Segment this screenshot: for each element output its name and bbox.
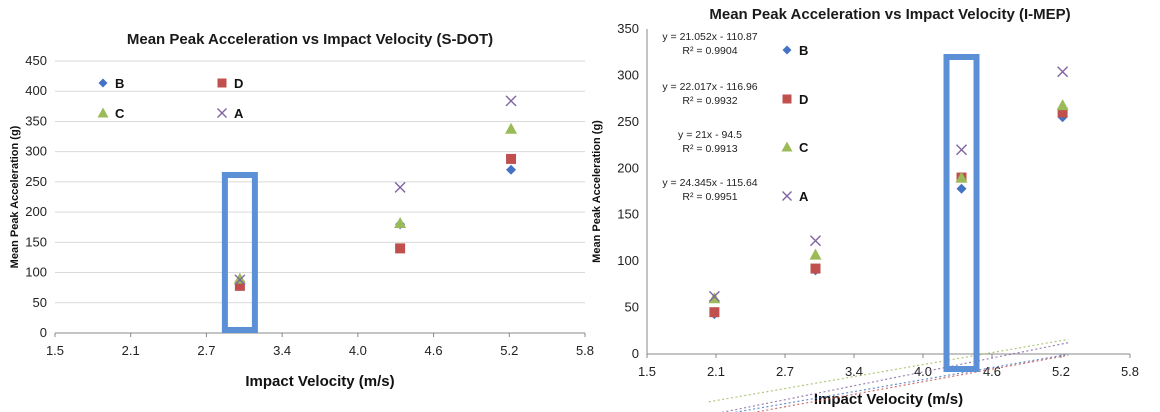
y-tick-label: 300	[25, 144, 47, 159]
legend-marker-A	[782, 191, 792, 201]
data-point-D	[709, 307, 720, 318]
trendline-r2: R² = 0.9932	[682, 95, 737, 107]
x-tick-label: 2.1	[122, 343, 140, 358]
data-point-C	[708, 292, 721, 304]
chart-panel-0: Mean Peak Acceleration vs Impact Velocit…	[9, 31, 594, 390]
y-tick-label: 100	[617, 253, 639, 268]
y-tick-label: 200	[25, 204, 47, 219]
x-tick-label: 4.6	[425, 343, 443, 358]
data-point-A	[708, 290, 720, 302]
data-point-C	[233, 272, 246, 284]
x-tick-label: 1.5	[638, 364, 656, 379]
x-tick-label: 3.4	[845, 364, 863, 379]
legend-marker-B	[98, 78, 108, 88]
y-tick-label: 50	[33, 295, 47, 310]
chart-title: Mean Peak Acceleration vs Impact Velocit…	[709, 6, 1070, 23]
y-tick-label: 250	[25, 174, 47, 189]
data-point-D	[234, 280, 245, 291]
equation-box	[658, 174, 766, 204]
data-point-C	[1056, 99, 1069, 111]
chart-title: Mean Peak Acceleration vs Impact Velocit…	[127, 31, 493, 48]
y-tick-label: 150	[25, 234, 47, 249]
x-axis-label: Impact Velocity (m/s)	[245, 373, 394, 390]
trendline-equation: y = 21.052x - 110.87	[662, 31, 757, 43]
equation-box	[658, 28, 766, 58]
y-tick-label: 350	[25, 113, 47, 128]
data-point-C	[809, 248, 822, 260]
y-tick-label: 350	[617, 21, 639, 36]
x-tick-label: 5.8	[576, 343, 594, 358]
legend-marker-C	[97, 107, 109, 118]
trendline-r2: R² = 0.9951	[682, 191, 737, 203]
y-axis-label: Mean Peak Acceleration (g)	[591, 120, 603, 263]
data-point-A	[1057, 66, 1069, 78]
y-tick-label: 300	[617, 67, 639, 82]
legend-marker-A	[217, 108, 227, 118]
y-axis-label: Mean Peak Acceleration (g)	[9, 125, 21, 268]
x-tick-label: 3.4	[273, 343, 291, 358]
legend-label: D	[799, 92, 808, 107]
data-point-C	[955, 171, 968, 183]
y-tick-label: 0	[40, 325, 47, 340]
data-point-D	[810, 263, 821, 274]
x-tick-label: 4.0	[914, 364, 932, 379]
data-point-B	[506, 164, 517, 175]
x-tick-label: 2.1	[707, 364, 725, 379]
trendline-equation: y = 24.345x - 115.64	[662, 177, 757, 189]
legend-label: C	[115, 106, 125, 121]
x-tick-label: 5.8	[1121, 364, 1139, 379]
data-point-C	[505, 122, 518, 134]
legend-marker-D	[217, 78, 227, 88]
y-tick-label: 0	[632, 346, 639, 361]
data-point-D	[506, 153, 517, 164]
legend-label: C	[799, 140, 809, 155]
x-tick-label: 2.7	[197, 343, 215, 358]
data-point-A	[505, 95, 517, 107]
y-tick-label: 100	[25, 265, 47, 280]
x-tick-label: 1.5	[46, 343, 64, 358]
data-point-C	[394, 216, 407, 228]
y-tick-label: 450	[25, 53, 47, 68]
x-tick-label: 5.2	[1052, 364, 1070, 379]
y-tick-label: 150	[617, 207, 639, 222]
data-point-A	[956, 144, 968, 156]
highlight-box	[221, 172, 258, 333]
x-axis-label: Impact Velocity (m/s)	[814, 391, 963, 408]
legend-label: B	[115, 76, 124, 91]
data-point-B	[956, 183, 967, 194]
x-tick-label: 5.2	[500, 343, 518, 358]
legend-label: A	[234, 106, 244, 121]
data-point-D	[395, 243, 406, 254]
trendline-r2: R² = 0.9904	[682, 45, 737, 57]
legend-label: B	[799, 43, 808, 58]
y-tick-label: 200	[617, 160, 639, 175]
data-point-A	[394, 181, 406, 193]
y-tick-label: 250	[617, 114, 639, 129]
legend-marker-C	[781, 141, 793, 152]
trendline-equation: y = 21x - 94.5	[678, 129, 742, 141]
equation-box	[658, 126, 766, 156]
data-point-D	[1057, 107, 1068, 118]
legend-label: A	[799, 189, 809, 204]
trendline-r2: R² = 0.9913	[682, 143, 737, 155]
chart-panel-1: Mean Peak Acceleration vs Impact Velocit…	[591, 6, 1139, 412]
data-point-A	[234, 274, 246, 286]
x-tick-label: 2.7	[776, 364, 794, 379]
trendline-equation: y = 22.017x - 116.96	[662, 81, 757, 93]
legend-marker-B	[782, 45, 792, 55]
highlight-box	[943, 54, 980, 372]
data-point-A	[809, 235, 821, 247]
x-tick-label: 4.0	[349, 343, 367, 358]
legend-label: D	[234, 76, 243, 91]
equation-box	[658, 78, 766, 108]
legend-marker-D	[782, 94, 792, 104]
y-tick-label: 50	[625, 300, 639, 315]
y-tick-label: 400	[25, 83, 47, 98]
